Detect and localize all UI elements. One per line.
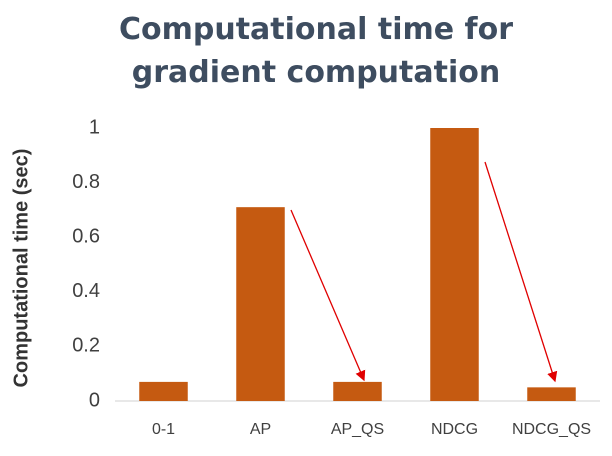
y-tick-label: 0.8 xyxy=(72,171,100,193)
bar xyxy=(430,128,479,401)
chart-title: Computational time for gradient computat… xyxy=(119,12,513,90)
y-tick-label: 0.4 xyxy=(72,280,100,302)
x-tick-label: NDCG xyxy=(431,421,478,438)
y-tick-label: 1 xyxy=(89,116,100,138)
annotation-arrow xyxy=(290,209,366,382)
y-tick-label: 0.2 xyxy=(72,335,100,357)
x-tick-label: NDCG_QS xyxy=(512,421,591,438)
x-tick-label: 0-1 xyxy=(152,421,175,438)
y-axis-label: Computational time (sec) xyxy=(10,149,32,388)
y-tick-label: 0 xyxy=(89,389,100,411)
bar xyxy=(236,207,285,401)
x-tick-label: AP xyxy=(250,421,271,438)
bar xyxy=(333,381,382,401)
y-tick-label: 0.6 xyxy=(72,225,100,247)
bar xyxy=(527,387,576,401)
plot-area: 0 0.2 0.4 0.6 0.8 1 0-1 AP AP_QS NDCG NDCG_QS xyxy=(72,116,600,438)
annotation-arrow xyxy=(484,161,558,383)
bar xyxy=(139,381,188,401)
x-tick-label: AP_QS xyxy=(331,421,384,438)
